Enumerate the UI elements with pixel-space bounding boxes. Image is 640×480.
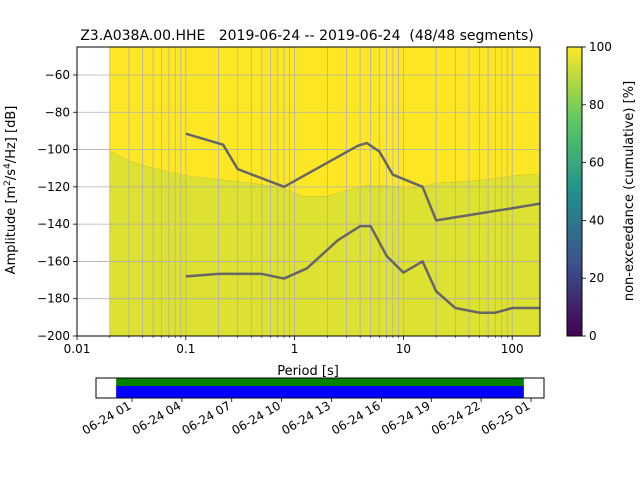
band-100-pct — [109, 47, 540, 197]
coverage-tick-label: 06-24 16 — [329, 398, 383, 437]
y-tick-label: −60 — [45, 68, 70, 82]
coverage-frame — [95, 377, 545, 399]
colorbar-tick-label: 100 — [589, 40, 612, 54]
coverage-data-bar — [116, 386, 524, 398]
plot-area — [76, 46, 541, 337]
plot-frame — [76, 46, 541, 337]
y-tick-label: −160 — [37, 254, 70, 268]
x-tick-label: 10 — [396, 342, 411, 356]
x-tick-label: 1 — [291, 342, 299, 356]
coverage-tick-label: 06-24 10 — [229, 398, 283, 437]
colorbar: 0 20 40 60 80 100 non-exceedance (cumulative)… — [566, 40, 637, 343]
colorbar-ticks: 0 20 40 60 80 100 — [582, 40, 612, 343]
coverage-tick-label: 06-24 01 — [80, 398, 134, 437]
coverage-tick-label: 06-24 07 — [180, 398, 234, 437]
colorbar-label: non-exceedance (cumulative) [%] — [622, 81, 637, 301]
colorbar-tick-label: 80 — [589, 98, 604, 112]
new-high-noise-model-line — [185, 132, 540, 222]
coverage-tick-label: 06-25 01 — [479, 398, 533, 437]
colorbar-tick-label: 20 — [589, 271, 604, 285]
new-low-noise-model-line — [185, 224, 540, 314]
y-tick-label: −120 — [37, 180, 70, 194]
colorbar-tick-label: 0 — [589, 329, 597, 343]
colorbar-tick-label: 60 — [589, 156, 604, 170]
colorbar-scale — [566, 46, 583, 337]
y-tick-label: −180 — [37, 292, 70, 306]
psd-bands — [109, 47, 540, 336]
y-tick-label: −100 — [37, 143, 70, 157]
y-tick-label: −200 — [37, 329, 70, 343]
y-axis-ticks: −200 −180 −160 −140 −120 −100 −80 −60 — [37, 68, 77, 343]
x-tick-label: 0.1 — [176, 342, 195, 356]
coverage-tick-label: 06-24 04 — [130, 398, 184, 437]
y-axis-label: Amplitude [m2/s4/Hz] [dB] — [3, 106, 19, 275]
grid-lines — [77, 47, 540, 336]
band-95-pct — [109, 151, 540, 336]
noise-models — [185, 132, 540, 314]
x-axis-ticks: 0.01 0.1 1 10 100 — [64, 336, 524, 356]
x-axis-label: Period [s] — [277, 364, 339, 379]
y-tick-label: −80 — [45, 105, 70, 119]
x-tick-label: 100 — [501, 342, 524, 356]
colorbar-tick-label: 40 — [589, 213, 604, 227]
x-tick-label: 0.01 — [64, 342, 91, 356]
y-tick-label: −140 — [37, 217, 70, 231]
coverage-tick-label: 06-24 13 — [279, 398, 333, 437]
chart-title: Z3.A038A.00.HHE 2019-06-24 -- 2019-06-24… — [80, 28, 534, 44]
coverage-tick-label: 06-24 22 — [429, 398, 483, 437]
coverage-processed-bar — [116, 378, 524, 386]
coverage-tick-label: 06-24 19 — [379, 398, 433, 437]
